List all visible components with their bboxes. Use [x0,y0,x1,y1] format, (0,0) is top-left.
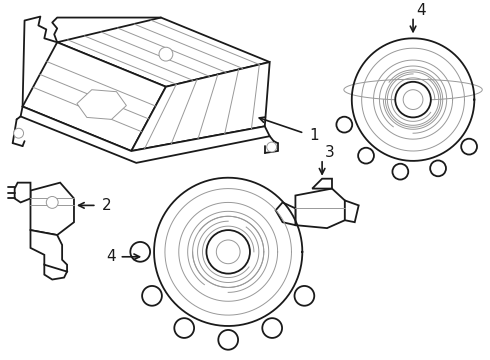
Polygon shape [23,42,166,151]
Circle shape [430,161,446,176]
Polygon shape [30,230,67,271]
Polygon shape [345,201,359,222]
Polygon shape [57,18,270,87]
Text: 3: 3 [325,145,335,161]
Circle shape [206,230,250,274]
Polygon shape [21,107,270,163]
Circle shape [461,139,477,154]
Polygon shape [344,79,482,100]
Polygon shape [312,179,332,189]
Circle shape [262,318,282,338]
Text: 1: 1 [309,128,319,143]
Polygon shape [77,90,126,120]
Circle shape [142,286,162,306]
Circle shape [395,82,431,117]
Text: 4: 4 [107,249,116,264]
Polygon shape [295,189,345,228]
Circle shape [294,286,314,306]
Circle shape [267,142,277,152]
Polygon shape [30,183,74,235]
Circle shape [403,90,423,109]
Circle shape [14,128,24,138]
Circle shape [46,197,58,208]
Circle shape [159,47,173,61]
Circle shape [337,117,352,132]
Circle shape [358,148,374,163]
Polygon shape [131,62,270,151]
Text: 2: 2 [101,198,111,213]
Polygon shape [276,202,295,225]
Circle shape [219,330,238,350]
Polygon shape [15,183,30,202]
Circle shape [130,242,150,262]
Text: 4: 4 [416,3,426,18]
Circle shape [216,240,240,264]
Circle shape [392,164,408,180]
Polygon shape [44,265,67,279]
Circle shape [174,318,194,338]
